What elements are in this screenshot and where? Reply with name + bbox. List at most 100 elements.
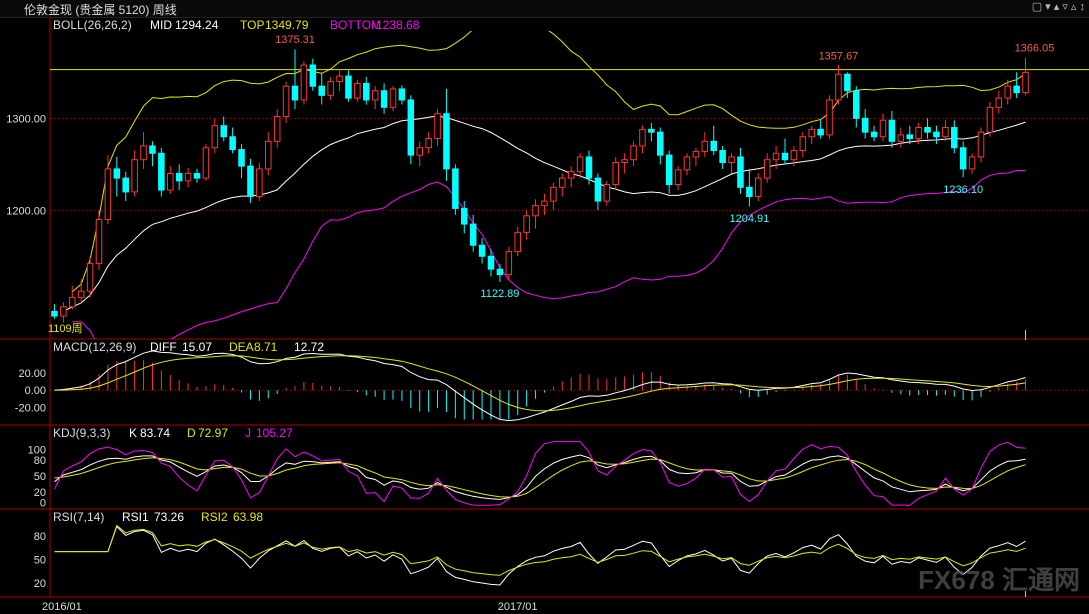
candle-up bbox=[523, 215, 530, 233]
macd-tick-label: 0.00 bbox=[25, 385, 46, 397]
candle-up bbox=[265, 140, 272, 170]
candle-up bbox=[327, 81, 334, 96]
kdj-tick-label: 50 bbox=[34, 471, 46, 483]
window-controls[interactable]: ▢ ▾ ▴ ▿ ▵ ↕ bbox=[1031, 1, 1085, 13]
rsi-2-value: 63.98 bbox=[233, 510, 263, 524]
candle-up bbox=[701, 140, 709, 152]
macd-diff-value: 15.07 bbox=[182, 340, 212, 354]
candle-down bbox=[318, 85, 325, 96]
candle-up bbox=[674, 169, 682, 186]
candle-up bbox=[505, 251, 513, 276]
kdj-d-line bbox=[54, 457, 1026, 498]
low-annotation: 1122.89 bbox=[480, 288, 519, 300]
macd-diff-label: DIFF bbox=[150, 340, 177, 354]
corner-label: 1109周 bbox=[48, 322, 83, 335]
candle-up bbox=[131, 159, 138, 193]
candle-down bbox=[452, 168, 459, 209]
candle-down bbox=[113, 168, 121, 179]
macd-diff-line bbox=[54, 350, 1026, 422]
rsi-tick-label: 50 bbox=[34, 555, 46, 567]
candle-up bbox=[835, 73, 842, 101]
candle-up bbox=[977, 131, 985, 158]
candle-down bbox=[443, 113, 450, 170]
candle-up bbox=[282, 85, 290, 118]
candle-up bbox=[772, 152, 780, 161]
candle-down bbox=[345, 75, 352, 99]
candle-up bbox=[532, 205, 539, 217]
candle-down bbox=[122, 177, 129, 193]
candle-down bbox=[648, 128, 655, 133]
candle-up bbox=[692, 150, 700, 158]
candle-up bbox=[755, 177, 762, 197]
kdj-d-label: D bbox=[187, 426, 196, 440]
candle-up bbox=[434, 113, 441, 140]
kdj-j-value: 105.27 bbox=[256, 426, 293, 440]
high-annotation: 1375.31 bbox=[275, 34, 315, 46]
x-axis-label: 2016/01 bbox=[42, 601, 82, 613]
candle-up bbox=[603, 184, 611, 202]
candle-up bbox=[879, 119, 887, 138]
candle-up bbox=[986, 106, 994, 133]
candle-down bbox=[861, 117, 869, 133]
candle-down bbox=[487, 255, 495, 270]
window-title-bar: 伦敦金现 (贵金属 5120) 周线 ▢ ▾ ▴ ▿ ▵ ↕ bbox=[0, 0, 1089, 18]
candle-down bbox=[469, 223, 477, 246]
candle-up bbox=[140, 145, 147, 161]
candle-up bbox=[77, 290, 85, 299]
candle-up bbox=[95, 218, 103, 265]
candle-up bbox=[256, 168, 263, 197]
kdj-tick-label: 0 bbox=[40, 498, 46, 510]
candle-up bbox=[69, 297, 76, 308]
candle-down bbox=[585, 156, 593, 179]
candle-up bbox=[389, 88, 397, 108]
boll-mid-line bbox=[63, 115, 1026, 312]
boll-bottom-line bbox=[72, 169, 1026, 339]
candle-up bbox=[1022, 71, 1029, 94]
candle-down bbox=[158, 152, 165, 191]
price-tick-label: 1200.00 bbox=[6, 205, 46, 217]
candle-up bbox=[300, 64, 308, 101]
candle-down bbox=[1013, 85, 1020, 94]
candle-down bbox=[746, 186, 753, 197]
candle-down bbox=[478, 244, 486, 257]
price-tick-label: 1300.00 bbox=[6, 113, 46, 125]
boll-top-label: TOP bbox=[240, 18, 264, 32]
macd-tick-label: -20.00 bbox=[15, 402, 46, 414]
candle-down bbox=[844, 73, 851, 92]
candle-down bbox=[710, 140, 717, 152]
candle-down bbox=[496, 268, 504, 276]
candle-up bbox=[425, 138, 432, 149]
price-plot bbox=[51, 31, 1029, 339]
candle-down bbox=[309, 64, 317, 87]
boll-mid-label: MID bbox=[150, 18, 172, 32]
candle-up bbox=[371, 90, 379, 101]
candle-up bbox=[559, 177, 566, 188]
stock-chart[interactable]: 1300.00 1200.00 1375.31 1122.89 1357.67 1204.… bbox=[0, 17, 1089, 614]
macd-value: 12.72 bbox=[294, 340, 324, 354]
candle-up bbox=[104, 168, 112, 220]
candle-down bbox=[51, 310, 58, 317]
high-annotation: 1357.67 bbox=[819, 50, 859, 62]
kdj-j-label: J bbox=[245, 426, 251, 440]
watermark: FX678 汇通网 bbox=[918, 565, 1080, 595]
candle-down bbox=[870, 131, 878, 138]
candle-down bbox=[407, 99, 415, 156]
rsi-1-value: 73.26 bbox=[154, 510, 184, 524]
kdj-tick-label: 20 bbox=[34, 487, 46, 499]
candle-down bbox=[959, 147, 967, 170]
candle-down bbox=[193, 173, 201, 179]
candle-up bbox=[621, 159, 628, 163]
rsi-2-label: RSI2 bbox=[201, 510, 228, 524]
kdj-j-line bbox=[54, 441, 1026, 506]
boll-mid-value: 1294.24 bbox=[175, 18, 219, 32]
candle-up bbox=[968, 156, 976, 170]
candle-up bbox=[336, 75, 343, 83]
kdj-tick-label: 100 bbox=[28, 445, 46, 457]
macd-dea-line bbox=[54, 355, 1026, 412]
candle-down bbox=[933, 131, 940, 138]
candle-down bbox=[247, 165, 254, 197]
candle-up bbox=[799, 136, 807, 152]
candle-up bbox=[763, 159, 771, 179]
candle-down bbox=[888, 119, 896, 142]
candle-down bbox=[594, 177, 602, 202]
